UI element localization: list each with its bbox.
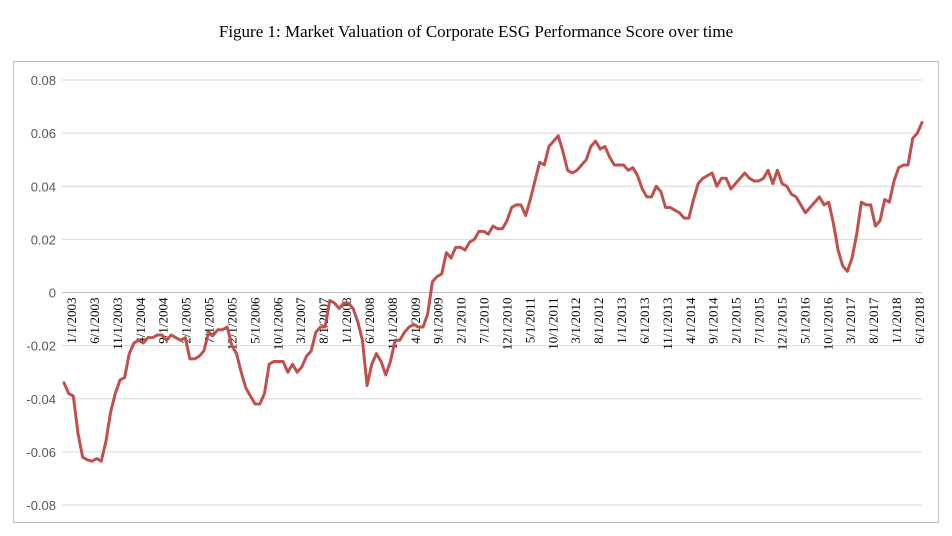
- x-tick-label: 8/1/2012: [591, 298, 606, 344]
- x-tick-label: 3/1/2007: [293, 297, 308, 344]
- x-tick-label: 3/1/2012: [568, 298, 583, 344]
- x-axis-ticks: 1/1/2003 6/1/2003 11/1/2003 4/1/2004 9/1/200…: [64, 297, 927, 350]
- x-tick-label: 11/1/2003: [110, 298, 125, 350]
- y-tick-label: 0.04: [31, 179, 56, 194]
- series-line: [62, 121, 924, 463]
- y-tick-label: 0: [49, 286, 56, 301]
- x-tick-label: 4/1/2004: [133, 297, 148, 344]
- y-tick-label: -0.02: [26, 339, 56, 354]
- x-tick-label: 11/1/2008: [385, 298, 400, 350]
- y-tick-label: -0.08: [26, 498, 56, 513]
- x-tick-label: 2/1/2005: [179, 298, 194, 344]
- y-tick-label: 0.02: [31, 232, 56, 247]
- x-tick-label: 10/1/2016: [820, 297, 835, 350]
- series-layer: [62, 121, 924, 463]
- x-tick-label: 12/1/2010: [499, 298, 514, 351]
- x-tick-label: 8/1/2017: [866, 297, 881, 344]
- x-tick-label: 6/1/2003: [87, 298, 102, 344]
- x-tick-label: 3/1/2017: [843, 297, 858, 344]
- y-tick-label: 0.08: [31, 73, 56, 88]
- x-tick-label: 2/1/2015: [729, 298, 744, 344]
- x-tick-label: 5/1/2011: [522, 298, 537, 344]
- x-tick-label: 6/1/2013: [637, 298, 652, 344]
- y-tick-label: 0.06: [31, 126, 56, 141]
- x-tick-label: 7/1/2015: [752, 298, 767, 344]
- x-tick-label: 4/1/2009: [408, 298, 423, 344]
- x-tick-label: 6/1/2018: [912, 298, 927, 344]
- y-tick-label: -0.04: [26, 392, 56, 407]
- x-tick-label: 5/1/2006: [247, 297, 262, 344]
- x-tick-label: 7/1/2005: [202, 298, 217, 344]
- gridlines: [62, 79, 922, 506]
- x-tick-label: 9/1/2014: [706, 297, 721, 344]
- x-tick-label: 1/1/2018: [889, 298, 904, 344]
- x-tick-label: 1/1/2013: [614, 298, 629, 344]
- x-tick-label: 11/1/2013: [660, 298, 675, 350]
- x-tick-label: 9/1/2004: [156, 297, 171, 344]
- chart-frame: [13, 61, 939, 523]
- x-tick-label: 1/1/2008: [339, 298, 354, 344]
- x-tick-label: 4/1/2014: [683, 297, 698, 344]
- chart-title: Figure 1: Market Valuation of Corporate …: [218, 22, 734, 41]
- x-tick-label: 12/1/2015: [774, 298, 789, 351]
- x-tick-label: 6/1/2008: [362, 298, 377, 344]
- y-tick-label: -0.06: [26, 445, 56, 460]
- x-tick-label: 7/1/2010: [477, 298, 492, 344]
- x-tick-label: 10/1/2006: [270, 297, 285, 350]
- x-tick-label: 2/1/2010: [454, 298, 469, 344]
- x-tick-label: 1/1/2003: [64, 298, 79, 344]
- y-axis-ticks: 0.08 0.06 0.04 0.02 0 -0.02 -0.04 -0.06 -0.08: [26, 73, 56, 513]
- x-tick-label: 9/1/2009: [431, 298, 446, 344]
- x-tick-label: 10/1/2011: [545, 298, 560, 350]
- x-tick-label: 5/1/2016: [797, 297, 812, 344]
